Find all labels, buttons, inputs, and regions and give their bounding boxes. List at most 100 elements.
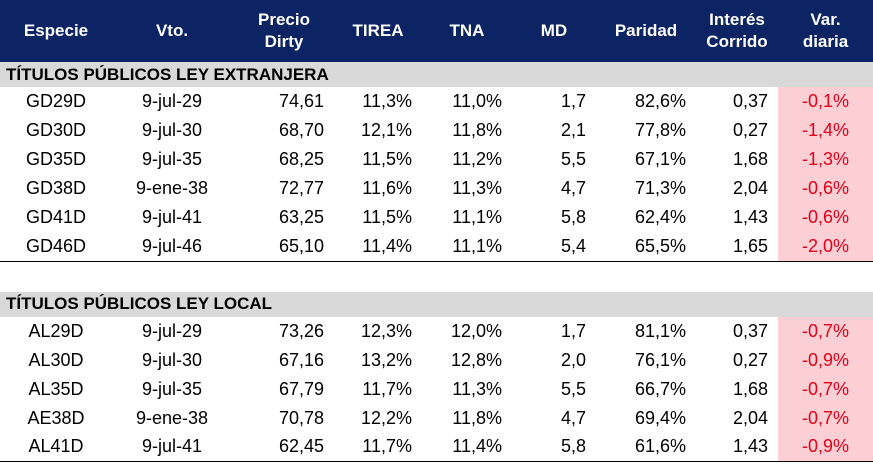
- cell-md: 5,4: [512, 232, 596, 262]
- cell-var-diaria: -0,7%: [778, 316, 873, 346]
- cell-tirea: 11,7%: [362, 378, 412, 399]
- cell-especie: AL35D: [28, 378, 84, 399]
- header-md: MD: [512, 0, 596, 62]
- cell-vto: 9-jul-29: [141, 320, 203, 341]
- cell-paridad: 76,1%: [634, 349, 686, 370]
- cell-var-diaria: -0,7%: [778, 403, 873, 433]
- cell-md: 1,7: [560, 320, 586, 341]
- cell-especie: GD29D: [25, 91, 87, 111]
- cell-especie: AL30D: [28, 349, 84, 370]
- cell-especie: GD30D: [25, 120, 87, 140]
- cell-especie: GD41D: [25, 207, 87, 227]
- cell-var-diaria: -0,6%: [778, 174, 873, 203]
- bonds-table: Especie Vto. Precio Dirty TIREA TNA MD P…: [0, 0, 873, 462]
- table-row: GD30D 9-jul-30 68,70 12,1% 11,8% 2,1 77,8% 0,27…: [0, 116, 873, 145]
- cell-tirea: 12,1%: [360, 120, 412, 140]
- cell-md: 1,7: [560, 91, 586, 111]
- cell-var-diaria: -0,7%: [778, 374, 873, 404]
- cell-paridad: 65,5%: [596, 232, 696, 262]
- cell-var-diaria: -2,0%: [778, 232, 873, 262]
- cell-especie: AL41D: [0, 432, 112, 462]
- cell-md: 2,0: [560, 349, 586, 370]
- cell-especie: AE38D: [27, 407, 85, 428]
- cell-md: 2,1: [560, 120, 586, 140]
- table-row: AL35D 9-jul-35 67,79 11,7% 11,3% 5,5 66,7% 1,68…: [0, 374, 873, 404]
- cell-precio-dirty: 68,25: [278, 149, 324, 169]
- cell-var-diaria: -0,9%: [778, 345, 873, 375]
- table-body: TÍTULOS PÚBLICOS LEY EXTRANJERA GD29D 9-ju…: [0, 62, 873, 462]
- cell-tna: 11,0%: [452, 91, 502, 111]
- table-row: AL29D 9-jul-29 73,26 12,3% 12,0% 1,7 81,1% 0,37…: [0, 316, 873, 346]
- cell-interes-corrido: 1,43: [732, 207, 768, 227]
- header-paridad: Paridad: [596, 0, 696, 62]
- cell-precio-dirty: 65,10: [232, 232, 334, 262]
- cell-tna: 11,1%: [452, 207, 502, 227]
- table-header: Especie Vto. Precio Dirty TIREA TNA MD P…: [0, 0, 873, 62]
- cell-vto: 9-jul-35: [141, 149, 203, 169]
- table-row: GD29D 9-jul-29 74,61 11,3% 11,0% 1,7 82,6% 0,37…: [0, 87, 873, 116]
- cell-vto: 9-jul-30: [141, 120, 203, 140]
- cell-md: 4,7: [560, 407, 586, 428]
- header-precio-dirty: Precio Dirty: [232, 0, 334, 62]
- cell-vto: 9-jul-41: [112, 432, 232, 462]
- cell-tna: 11,3%: [452, 178, 502, 198]
- cell-tirea: 11,5%: [362, 207, 412, 227]
- section-spacer: [0, 261, 873, 292]
- cell-precio-dirty: 67,79: [278, 378, 324, 399]
- cell-precio-dirty: 67,16: [278, 349, 324, 370]
- cell-var-diaria: -1,4%: [778, 116, 873, 145]
- cell-vto: 9-jul-35: [141, 378, 203, 399]
- cell-interes-corrido: 2,04: [732, 407, 768, 428]
- cell-vto: 9-jul-41: [141, 207, 203, 227]
- cell-precio-dirty: 74,61: [278, 91, 324, 111]
- cell-tirea: 11,4%: [334, 232, 422, 262]
- cell-md: 4,7: [560, 178, 586, 198]
- cell-interes-corrido: 0,37: [732, 320, 768, 341]
- cell-interes-corrido: 1,68: [732, 378, 768, 399]
- header-interes-corrido: Interés Corrido: [696, 0, 778, 62]
- cell-tna: 11,3%: [452, 378, 502, 399]
- cell-md: 5,5: [560, 149, 586, 169]
- cell-md: 5,8: [560, 207, 586, 227]
- cell-interes-corrido: 0,37: [732, 91, 768, 111]
- cell-tirea: 12,2%: [360, 407, 412, 428]
- cell-tirea: 11,5%: [362, 149, 412, 169]
- cell-vto: 9-jul-46: [112, 232, 232, 262]
- cell-especie: GD46D: [0, 232, 112, 262]
- cell-var-diaria: -0,6%: [778, 203, 873, 232]
- cell-var-diaria: -0,9%: [778, 432, 873, 462]
- cell-paridad: 69,4%: [634, 407, 686, 428]
- table-row: AL30D 9-jul-30 67,16 13,2% 12,8% 2,0 76,1% 0,27…: [0, 345, 873, 375]
- cell-interes-corrido: 0,27: [732, 349, 768, 370]
- cell-tna: 11,4%: [422, 432, 512, 462]
- section-header: TÍTULOS PÚBLICOS LEY LOCAL: [0, 291, 873, 317]
- cell-md: 5,8: [512, 432, 596, 462]
- cell-var-diaria: -1,3%: [778, 145, 873, 174]
- cell-precio-dirty: 73,26: [278, 320, 324, 341]
- cell-md: 5,5: [560, 378, 586, 399]
- cell-var-diaria: -0,1%: [778, 87, 873, 116]
- cell-paridad: 66,7%: [634, 378, 686, 399]
- cell-interes-corrido: 2,04: [732, 178, 768, 198]
- header-tna: TNA: [422, 0, 512, 62]
- section-title: TÍTULOS PÚBLICOS LEY LOCAL: [0, 291, 873, 317]
- table-row: GD38D 9-ene-38 72,77 11,6% 11,3% 4,7 71,3% 2,04…: [0, 174, 873, 203]
- cell-paridad: 67,1%: [634, 149, 686, 169]
- cell-especie: AL29D: [28, 320, 84, 341]
- header-vto: Vto.: [112, 0, 232, 62]
- cell-paridad: 77,8%: [634, 120, 686, 140]
- table-row: GD46D 9-jul-46 65,10 11,4% 11,1% 5,4 65,5% 1,65…: [0, 232, 873, 262]
- spacer-cell: [0, 261, 873, 292]
- cell-precio-dirty: 62,45: [232, 432, 334, 462]
- cell-tirea: 11,7%: [334, 432, 422, 462]
- cell-interes-corrido: 1,68: [732, 149, 768, 169]
- cell-tirea: 11,6%: [362, 178, 412, 198]
- table-row: GD35D 9-jul-35 68,25 11,5% 11,2% 5,5 67,1% 1,68…: [0, 145, 873, 174]
- cell-vto: 9-jul-29: [141, 91, 203, 111]
- cell-vto: 9-ene-38: [135, 407, 209, 428]
- cell-tna: 11,8%: [452, 407, 502, 428]
- header-especie: Especie: [0, 0, 112, 62]
- cell-tirea: 12,3%: [360, 320, 412, 341]
- cell-precio-dirty: 70,78: [278, 407, 324, 428]
- cell-vto: 9-jul-30: [141, 349, 203, 370]
